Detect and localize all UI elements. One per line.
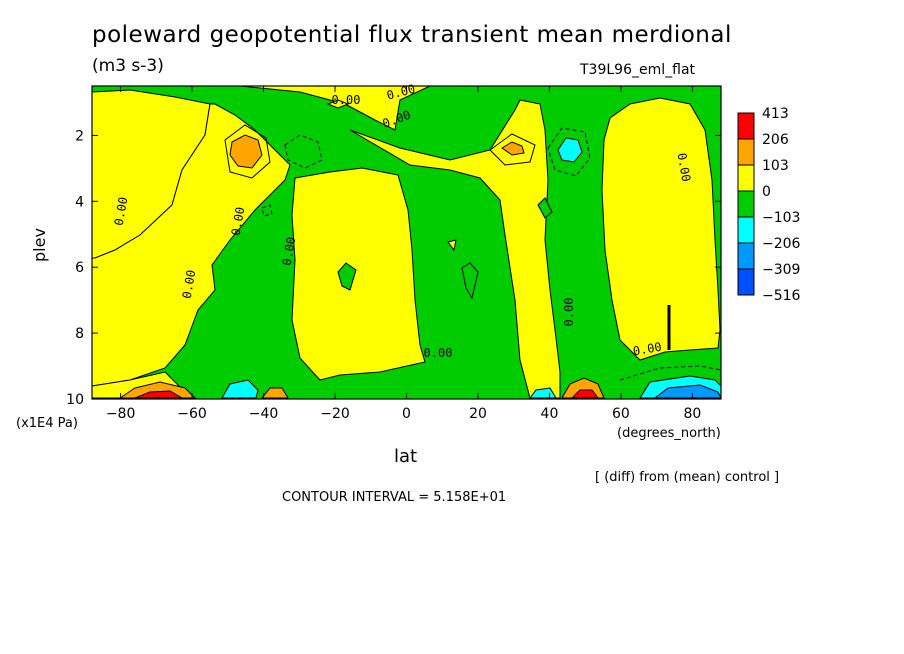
x-axis-unit: (degrees_north)	[617, 426, 721, 441]
contour-label: 0.00	[112, 196, 131, 227]
contour-label: 0.00	[332, 93, 361, 107]
colorbar-label: −309	[762, 262, 800, 278]
y-tick-label: 8	[75, 326, 84, 342]
island-yellow-small	[447, 239, 457, 252]
colorbar-label: 413	[762, 106, 789, 122]
contour-label: 0.00	[180, 269, 199, 300]
contour-label: 0.00	[632, 340, 663, 359]
colorbar-swatch	[737, 190, 755, 218]
colorbar-label: 206	[762, 132, 789, 148]
colorbar-label: −516	[762, 288, 801, 304]
y-tick-label: 10	[66, 392, 84, 408]
region-cyan-upper	[557, 137, 583, 163]
region-blue-far-north	[653, 384, 721, 399]
contour-label: 0.00	[424, 346, 453, 360]
region-orange-lower-left	[260, 387, 289, 399]
island-green-2	[461, 262, 479, 300]
contour-interval: CONTOUR INTERVAL = 5.158E+01	[282, 490, 507, 505]
x-tick-label: −40	[249, 406, 279, 422]
region-orange-left-upper	[229, 134, 263, 169]
colorbar: 413 206 103 0 −103 −206 −309 −516	[737, 106, 801, 304]
region-positive-right	[601, 97, 721, 361]
y-tick-label: 4	[75, 194, 84, 210]
region-orange-mid-upper	[501, 141, 525, 156]
x-tick-label: 60	[612, 406, 630, 422]
diff-note: [ (diff) from (mean) control ]	[595, 470, 780, 485]
region-red-south	[134, 390, 184, 399]
chart-units: (m3 s-3)	[92, 56, 164, 76]
y-tick-label: 2	[75, 128, 84, 144]
dashed-contour-1	[284, 134, 323, 169]
run-label: T39L96_eml_flat	[580, 62, 696, 78]
region-red-north	[570, 389, 599, 399]
island-green-3	[537, 197, 553, 219]
x-tick-label: −80	[106, 406, 136, 422]
colorbar-swatch	[737, 164, 755, 192]
chart-title: poleward geopotential flux transient mea…	[92, 22, 732, 48]
x-axis-label: lat	[394, 446, 418, 467]
y-tick-label: 6	[75, 260, 84, 276]
dashed-contour-3	[261, 204, 273, 217]
contour-label: 0.00	[229, 206, 248, 237]
contour-label: 0.00	[562, 298, 576, 327]
contour-field	[92, 86, 721, 399]
colorbar-swatch	[737, 242, 755, 270]
x-tick-label: 0	[402, 406, 411, 422]
dashed-contour-2	[547, 127, 591, 177]
x-axis-ticks: −80 −60 −40 −20 0 20 40 60 80	[106, 86, 701, 422]
x-tick-label: −60	[177, 406, 207, 422]
colorbar-swatch	[737, 112, 755, 140]
island-green-1	[337, 262, 357, 291]
region-cyan-south	[221, 379, 259, 399]
contour-ring-2	[489, 133, 536, 166]
dashed-contour-4	[619, 365, 721, 381]
contour-label: 0.00	[280, 236, 299, 267]
colorbar-swatch	[737, 216, 755, 244]
colorbar-label: 0	[762, 184, 771, 200]
region-positive-center-left	[291, 167, 426, 381]
region-positive-center-right	[349, 99, 561, 399]
colorbar-swatch	[737, 138, 755, 166]
y-axis-ticks: 2 4 6 8 10	[66, 128, 721, 408]
colorbar-swatch	[737, 268, 755, 296]
colorbar-label: 103	[762, 158, 789, 174]
region-positive-top	[239, 86, 431, 131]
x-tick-label: 40	[541, 406, 559, 422]
contour-labels: 0.000.000.000.000.000.000.000.000.000.00…	[112, 82, 694, 360]
contour-label: 0.00	[675, 152, 694, 183]
colorbar-label: −103	[762, 210, 800, 226]
x-tick-label: 20	[469, 406, 487, 422]
x-tick-label: −20	[320, 406, 350, 422]
x-tick-label: 80	[683, 406, 701, 422]
colorbar-label: −206	[762, 236, 801, 252]
contour-ring-1	[224, 124, 271, 179]
y-axis-unit: (x1E4 Pa)	[16, 416, 78, 431]
contour-small-top	[326, 99, 350, 109]
